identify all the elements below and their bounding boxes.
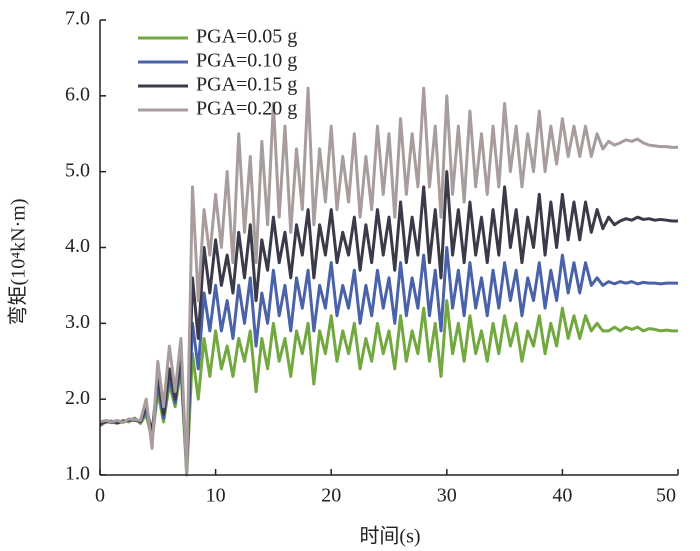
x-tick-label: 40 xyxy=(552,485,572,507)
legend-label: PGA=0.05 g xyxy=(196,26,297,48)
x-tick-label: 10 xyxy=(206,485,226,507)
y-tick-label: 4.0 xyxy=(65,235,90,257)
x-tick-label: 20 xyxy=(321,485,341,507)
y-tick-label: 7.0 xyxy=(65,8,90,30)
y-tick-label: 3.0 xyxy=(65,311,90,333)
x-tick-label: 50 xyxy=(656,485,676,507)
legend-label: PGA=0.15 g xyxy=(196,74,297,96)
y-tick-label: 1.0 xyxy=(65,463,90,485)
y-tick-label: 2.0 xyxy=(65,387,90,409)
data-line xyxy=(99,86,678,477)
y-tick-label: 5.0 xyxy=(65,159,90,181)
x-tick-label: 30 xyxy=(437,485,457,507)
legend-label: PGA=0.20 g xyxy=(196,98,297,120)
x-tick-label: 0 xyxy=(95,485,105,507)
data-line xyxy=(99,170,678,473)
x-axis-label: 时间(s) xyxy=(359,525,420,548)
data-line xyxy=(99,246,678,469)
legend-label: PGA=0.10 g xyxy=(196,50,297,72)
y-axis-label: 弯矩(10⁴kN·m) xyxy=(7,199,30,326)
y-tick-label: 6.0 xyxy=(65,83,90,105)
data-line xyxy=(99,299,678,477)
